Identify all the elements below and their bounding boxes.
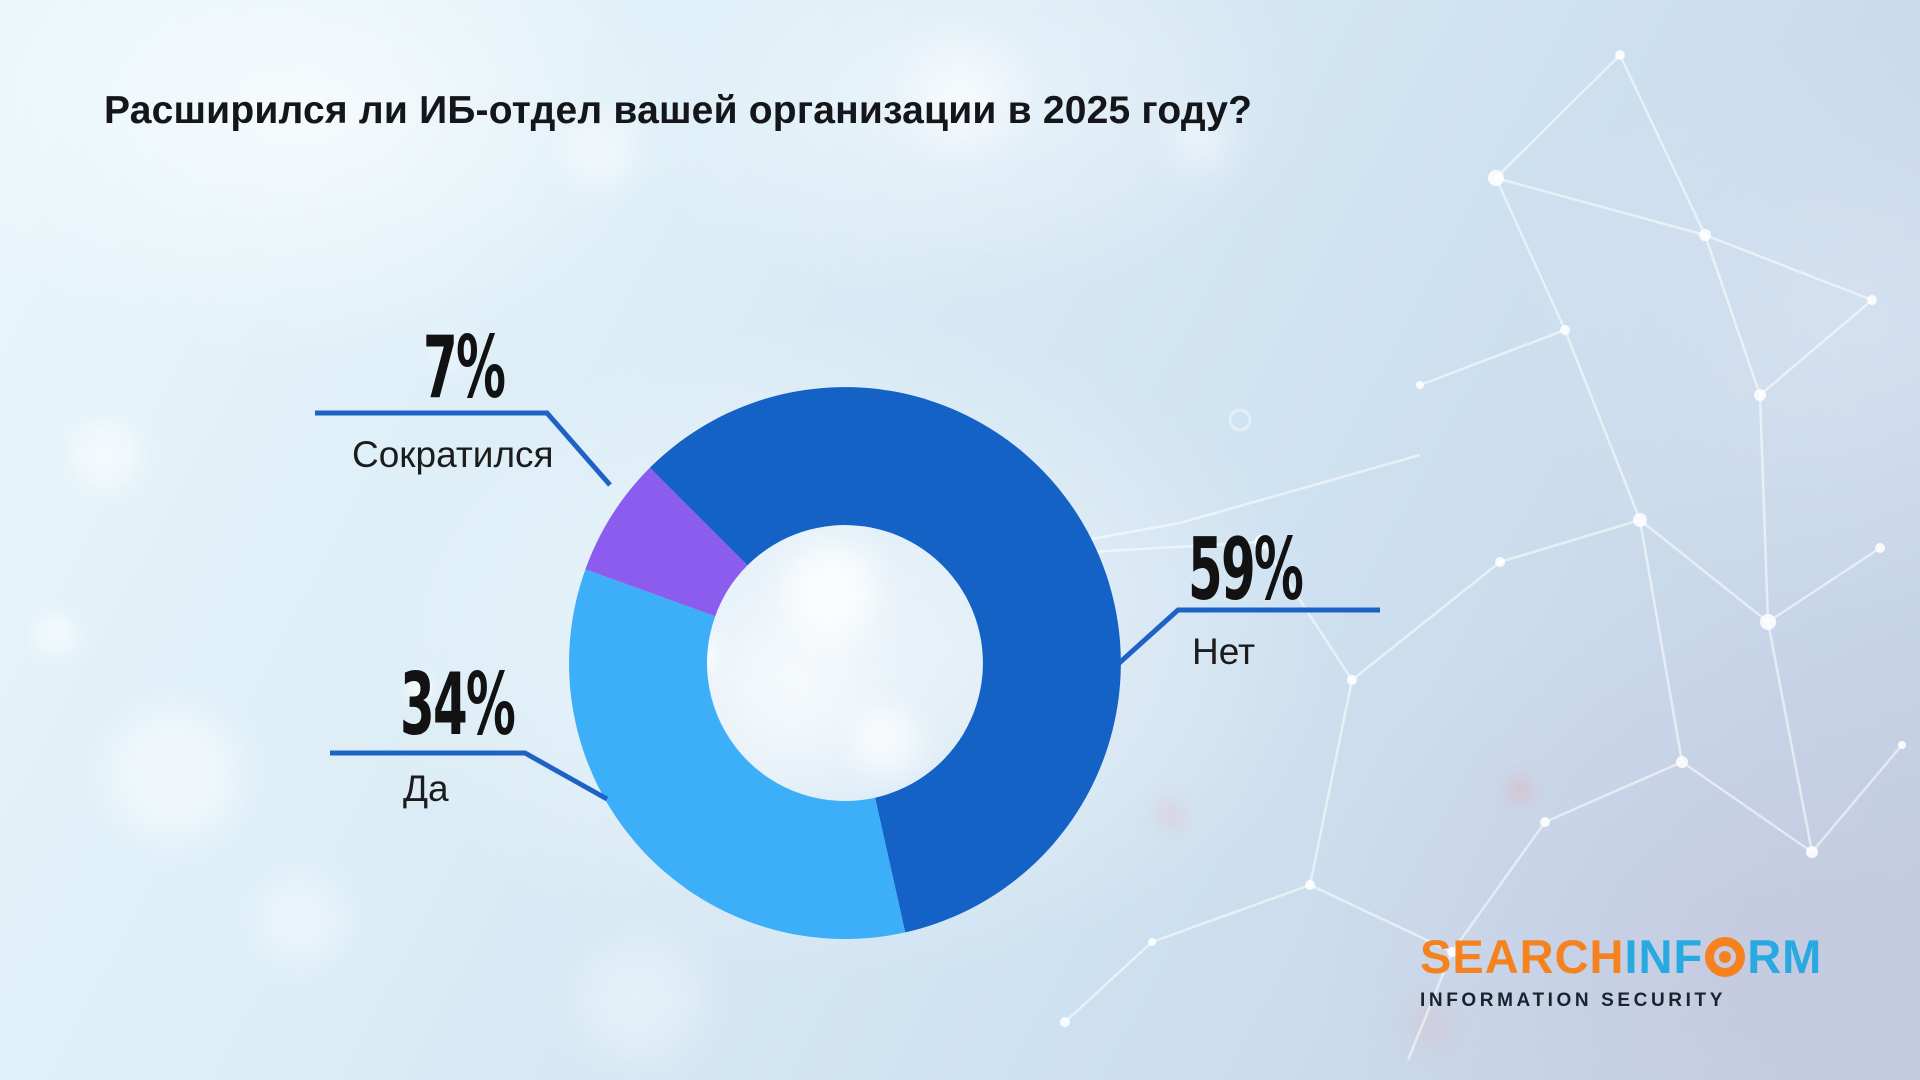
bokeh-glow	[715, 615, 865, 765]
donut-chart	[569, 387, 1121, 939]
callout-value-yes: 34%	[400, 655, 516, 755]
logo-subtitle: INFORMATION SECURITY	[1420, 990, 1726, 1011]
chart-title: Расширился ли ИБ-отдел вашей организации…	[104, 89, 1253, 132]
callout-value-shrunk: 7%	[423, 318, 506, 418]
bokeh-glow	[1170, 110, 1230, 170]
logo-text-rm: RM	[1747, 930, 1823, 983]
logo-wordmark: SEARCH INF RM	[1420, 933, 1822, 980]
callout-line-no	[1115, 607, 1380, 667]
callout-label-shrunk: Сократился	[352, 434, 554, 475]
callout-value-no: 59%	[1188, 520, 1304, 620]
logo-o-icon	[1705, 936, 1746, 977]
bokeh-glow	[110, 710, 240, 840]
bokeh-glow	[406, 674, 434, 702]
bokeh-glow	[255, 875, 345, 965]
bokeh-glow	[430, 330, 470, 370]
donut-slice-no	[649, 387, 1121, 933]
callout-line-shrunk	[315, 410, 612, 487]
logo-text-inf: INF	[1624, 930, 1704, 983]
bokeh-glow	[70, 420, 140, 490]
logo-text-search: SEARCH	[1420, 930, 1625, 983]
bokeh-glow	[565, 115, 635, 185]
bokeh-glow	[850, 705, 920, 775]
bokeh-glow-pink	[1507, 777, 1533, 803]
bokeh-glow	[580, 940, 700, 1060]
bokeh-glow	[783, 543, 878, 638]
searchinform-logo: SEARCH INF RM INFORMATION SECURITY	[1420, 933, 1822, 1012]
donut-slice-shrunk	[585, 467, 748, 617]
bokeh-glow	[910, 45, 1010, 145]
donut-slice-yes	[569, 569, 906, 939]
callout-label-yes: Да	[403, 768, 449, 809]
logo-o-dot-icon	[1719, 950, 1732, 963]
bokeh-glow-pink	[1155, 800, 1185, 830]
bokeh-glow	[33, 612, 78, 657]
callout-label-no: Нет	[1192, 631, 1256, 672]
callout-line-yes	[330, 750, 609, 802]
